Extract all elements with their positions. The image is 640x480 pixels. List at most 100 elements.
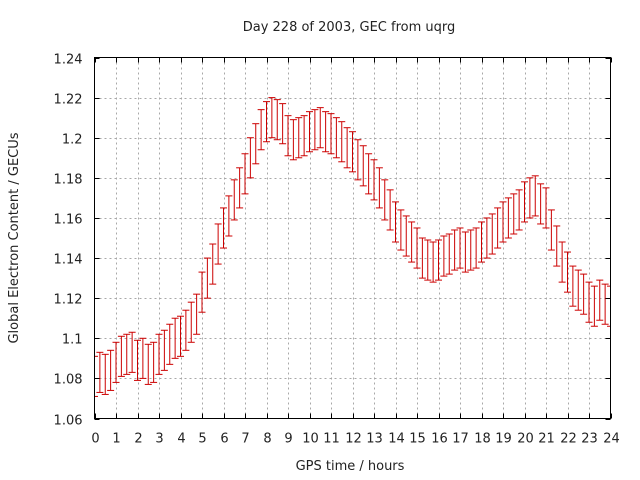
data-point (467, 229, 475, 271)
data-point (472, 227, 480, 269)
data-point (445, 233, 453, 275)
data-point (402, 215, 410, 257)
data-point (220, 207, 227, 249)
data-point (456, 227, 464, 269)
data-point (537, 183, 545, 225)
data-point (521, 181, 528, 223)
data-point (101, 353, 109, 395)
data-point (230, 179, 238, 221)
data-point (596, 279, 604, 321)
data-point (478, 221, 485, 263)
x-tick-label: 5 (198, 432, 206, 447)
y-tick-label: 1.08 (54, 373, 83, 388)
y-tick-label: 1.12 (54, 293, 83, 308)
x-tick-label: 11 (323, 432, 340, 447)
data-point (252, 123, 260, 165)
x-tick-labels: 0 1 2 3 4 5 6 7 8 9 10 11 12 13 14 15 16 17 18 19 20 21 22 23 24 (91, 432, 619, 447)
x-tick-label: 14 (388, 432, 405, 447)
x-tick-label: 20 (517, 432, 534, 447)
x-tick-label: 23 (581, 432, 598, 447)
data-point (155, 333, 163, 375)
data-point (117, 335, 125, 377)
data-point (440, 235, 448, 277)
x-tick-label: 6 (220, 432, 228, 447)
x-tick-label: 24 (603, 432, 620, 447)
data-point (429, 241, 437, 283)
data-point (526, 177, 534, 219)
data-point (123, 333, 131, 375)
y-tick-label: 1.1 (62, 333, 83, 348)
data-point (257, 109, 265, 151)
data-point (547, 209, 555, 251)
y-tick-label: 1.06 (54, 414, 83, 429)
data-point (553, 225, 561, 267)
x-tick-label: 3 (155, 432, 163, 447)
data-point (515, 189, 523, 231)
data-point (397, 209, 405, 251)
data-point (327, 113, 335, 155)
data-point (580, 273, 588, 315)
data-point (150, 341, 158, 383)
data-point (461, 231, 469, 273)
axis-ticks (94, 57, 612, 420)
data-point (488, 213, 496, 255)
data-point (273, 99, 281, 141)
data-point (451, 229, 459, 271)
data-point (177, 315, 184, 357)
x-tick-label: 9 (284, 432, 292, 447)
data-point (494, 207, 502, 249)
data-point (107, 349, 115, 391)
data-point (263, 101, 270, 143)
y-tick-label: 1.14 (54, 253, 83, 268)
data-point (413, 227, 421, 269)
data-point (144, 343, 152, 385)
error-bars (94, 97, 611, 397)
y-tick-label: 1.24 (54, 53, 83, 68)
data-point (590, 285, 598, 327)
data-point (322, 111, 330, 153)
data-point (574, 269, 582, 311)
data-point (96, 351, 104, 393)
data-point (332, 117, 340, 159)
plot-frame (94, 57, 611, 419)
x-tick-label: 10 (302, 432, 319, 447)
data-point (289, 119, 297, 161)
y-tick-label: 1.22 (54, 93, 83, 108)
data-point (343, 127, 351, 169)
data-point (386, 189, 394, 231)
x-tick-label: 1 (112, 432, 120, 447)
data-point (284, 115, 292, 157)
y-tick-label: 1.18 (54, 173, 83, 188)
x-tick-label: 8 (263, 432, 271, 447)
data-point (359, 145, 367, 187)
data-point (354, 139, 362, 181)
data-point (370, 159, 378, 201)
data-point (424, 239, 432, 281)
data-point (483, 217, 491, 259)
data-point (499, 201, 507, 243)
data-point (392, 201, 399, 243)
data-point (225, 195, 233, 237)
data-point (381, 179, 389, 221)
data-point (193, 293, 201, 335)
data-point (531, 175, 539, 217)
data-point (268, 97, 276, 139)
data-point (241, 153, 249, 195)
data-point (236, 167, 244, 209)
chart-title: Day 228 of 2003, GEC from uqrg (243, 20, 456, 35)
data-point (558, 241, 566, 283)
y-tick-label: 1.2 (62, 133, 83, 148)
data-point (375, 167, 383, 209)
x-axis-label: GPS time / hours (296, 459, 405, 474)
data-point (585, 281, 593, 323)
x-tick-label: 12 (345, 432, 362, 447)
x-tick-label: 17 (452, 432, 469, 447)
data-point (564, 251, 571, 293)
x-tick-label: 18 (474, 432, 491, 447)
x-tick-label: 15 (409, 432, 426, 447)
x-tick-label: 13 (366, 432, 383, 447)
x-tick-label: 22 (560, 432, 577, 447)
data-point (214, 223, 222, 265)
data-point (601, 283, 609, 325)
x-tick-label: 4 (177, 432, 185, 447)
